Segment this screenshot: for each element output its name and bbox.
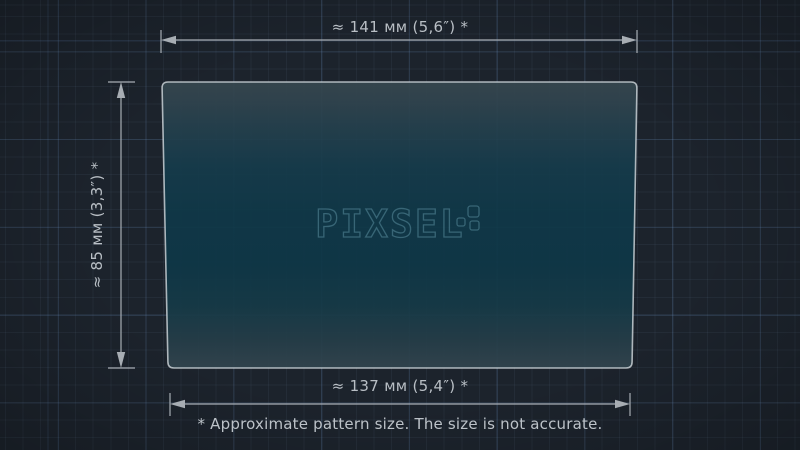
left-dimension-label: ≈ 85 мм (3,3″) * [88, 161, 106, 289]
bottom-dimension-label: ≈ 137 мм (5,4″) * [331, 377, 469, 395]
watermark-pixels-icon [456, 205, 480, 231]
dimension-lines [108, 30, 638, 416]
bottom-dimension-arrow [169, 393, 631, 416]
top-dimension-arrow [160, 30, 638, 53]
watermark-text: PIXSEL [315, 202, 464, 246]
protector-pattern-shape [161, 81, 638, 369]
pixsel-watermark: PIXSEL [315, 201, 480, 247]
left-dimension-arrow [108, 81, 135, 369]
approximation-footnote: * Approximate pattern size. The size is … [197, 415, 603, 433]
top-dimension-label: ≈ 141 мм (5,6″) * [331, 18, 469, 36]
